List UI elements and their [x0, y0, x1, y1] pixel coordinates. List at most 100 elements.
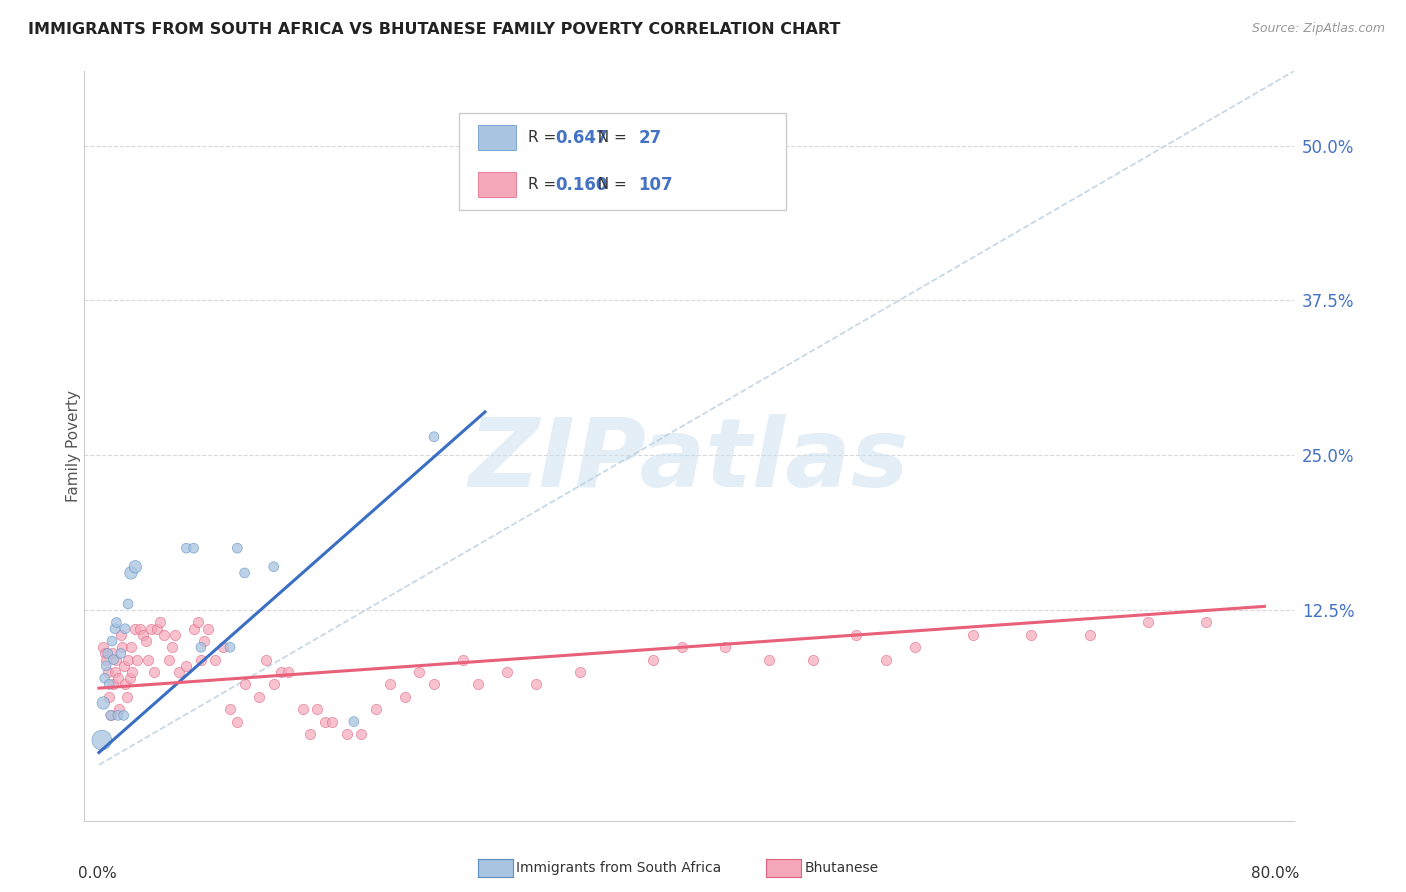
Point [94, 647, 117, 661]
Point [100, 708, 122, 723]
Point [380, 677, 402, 691]
Point [157, 653, 180, 667]
Point [146, 622, 169, 636]
Point [1078, 628, 1101, 642]
Point [114, 677, 136, 691]
Point [845, 628, 868, 642]
Point [105, 653, 128, 667]
Point [112, 658, 135, 673]
Point [104, 622, 127, 636]
Point [94, 671, 117, 685]
Point [801, 653, 824, 667]
Point [190, 653, 212, 667]
Point [96, 653, 118, 667]
Point [120, 640, 142, 655]
Point [96, 658, 118, 673]
Point [277, 665, 299, 679]
Point [100, 708, 122, 723]
Point [107, 671, 129, 685]
Point [176, 541, 198, 556]
Text: R =: R = [529, 178, 561, 192]
Point [263, 559, 285, 574]
Point [110, 647, 132, 661]
Point [226, 541, 249, 556]
Point [307, 702, 329, 716]
Point [91, 640, 114, 655]
Text: Bhutanese: Bhutanese [804, 862, 879, 875]
Point [98, 677, 121, 691]
Text: 0.647: 0.647 [555, 129, 607, 147]
Point [163, 628, 186, 642]
Point [256, 653, 278, 667]
Point [408, 665, 430, 679]
Point [875, 653, 897, 667]
Point [451, 653, 474, 667]
Point [1195, 615, 1218, 630]
FancyBboxPatch shape [478, 125, 516, 151]
Point [115, 690, 138, 704]
Point [343, 714, 366, 729]
Point [97, 647, 120, 661]
Point [641, 653, 664, 667]
Point [321, 714, 343, 729]
Point [394, 690, 416, 704]
Text: R =: R = [529, 130, 561, 145]
FancyBboxPatch shape [478, 172, 516, 197]
Point [107, 708, 129, 723]
Point [568, 665, 591, 679]
Text: Immigrants from South Africa: Immigrants from South Africa [516, 862, 721, 875]
Point [103, 653, 125, 667]
Point [299, 727, 322, 741]
Point [101, 647, 124, 661]
Text: 0.0%: 0.0% [79, 865, 117, 880]
Text: ZIPatlas: ZIPatlas [468, 415, 910, 508]
Text: 80.0%: 80.0% [1251, 865, 1299, 880]
Point [149, 615, 172, 630]
Point [90, 733, 112, 747]
Point [904, 640, 927, 655]
Point [104, 665, 127, 679]
Point [101, 634, 124, 648]
Point [108, 702, 131, 716]
Point [114, 622, 136, 636]
Text: 27: 27 [638, 129, 661, 147]
Point [233, 566, 256, 580]
Point [117, 653, 139, 667]
Point [141, 622, 163, 636]
Point [714, 640, 737, 655]
Point [758, 653, 780, 667]
Point [153, 628, 176, 642]
Point [124, 559, 146, 574]
Point [120, 566, 142, 580]
Point [219, 702, 242, 716]
Point [98, 690, 121, 704]
Point [226, 714, 249, 729]
Point [143, 665, 166, 679]
Point [495, 665, 517, 679]
Point [111, 640, 134, 655]
Point [314, 714, 336, 729]
Point [350, 727, 373, 741]
Point [270, 665, 292, 679]
Point [176, 658, 198, 673]
Point [423, 677, 446, 691]
Text: N =: N = [588, 130, 631, 145]
Point [125, 653, 148, 667]
Point [110, 628, 132, 642]
Point [103, 677, 125, 691]
Point [336, 727, 359, 741]
Point [183, 541, 205, 556]
Point [263, 677, 285, 691]
Y-axis label: Family Poverty: Family Poverty [66, 390, 80, 502]
Point [117, 597, 139, 611]
Point [247, 690, 270, 704]
Point [364, 702, 387, 716]
Point [167, 665, 190, 679]
Text: IMMIGRANTS FROM SOUTH AFRICA VS BHUTANESE FAMILY POVERTY CORRELATION CHART: IMMIGRANTS FROM SOUTH AFRICA VS BHUTANES… [28, 22, 841, 37]
Point [183, 622, 205, 636]
Point [197, 622, 219, 636]
Point [193, 634, 215, 648]
Point [1136, 615, 1159, 630]
Text: N =: N = [588, 178, 631, 192]
Point [671, 640, 693, 655]
